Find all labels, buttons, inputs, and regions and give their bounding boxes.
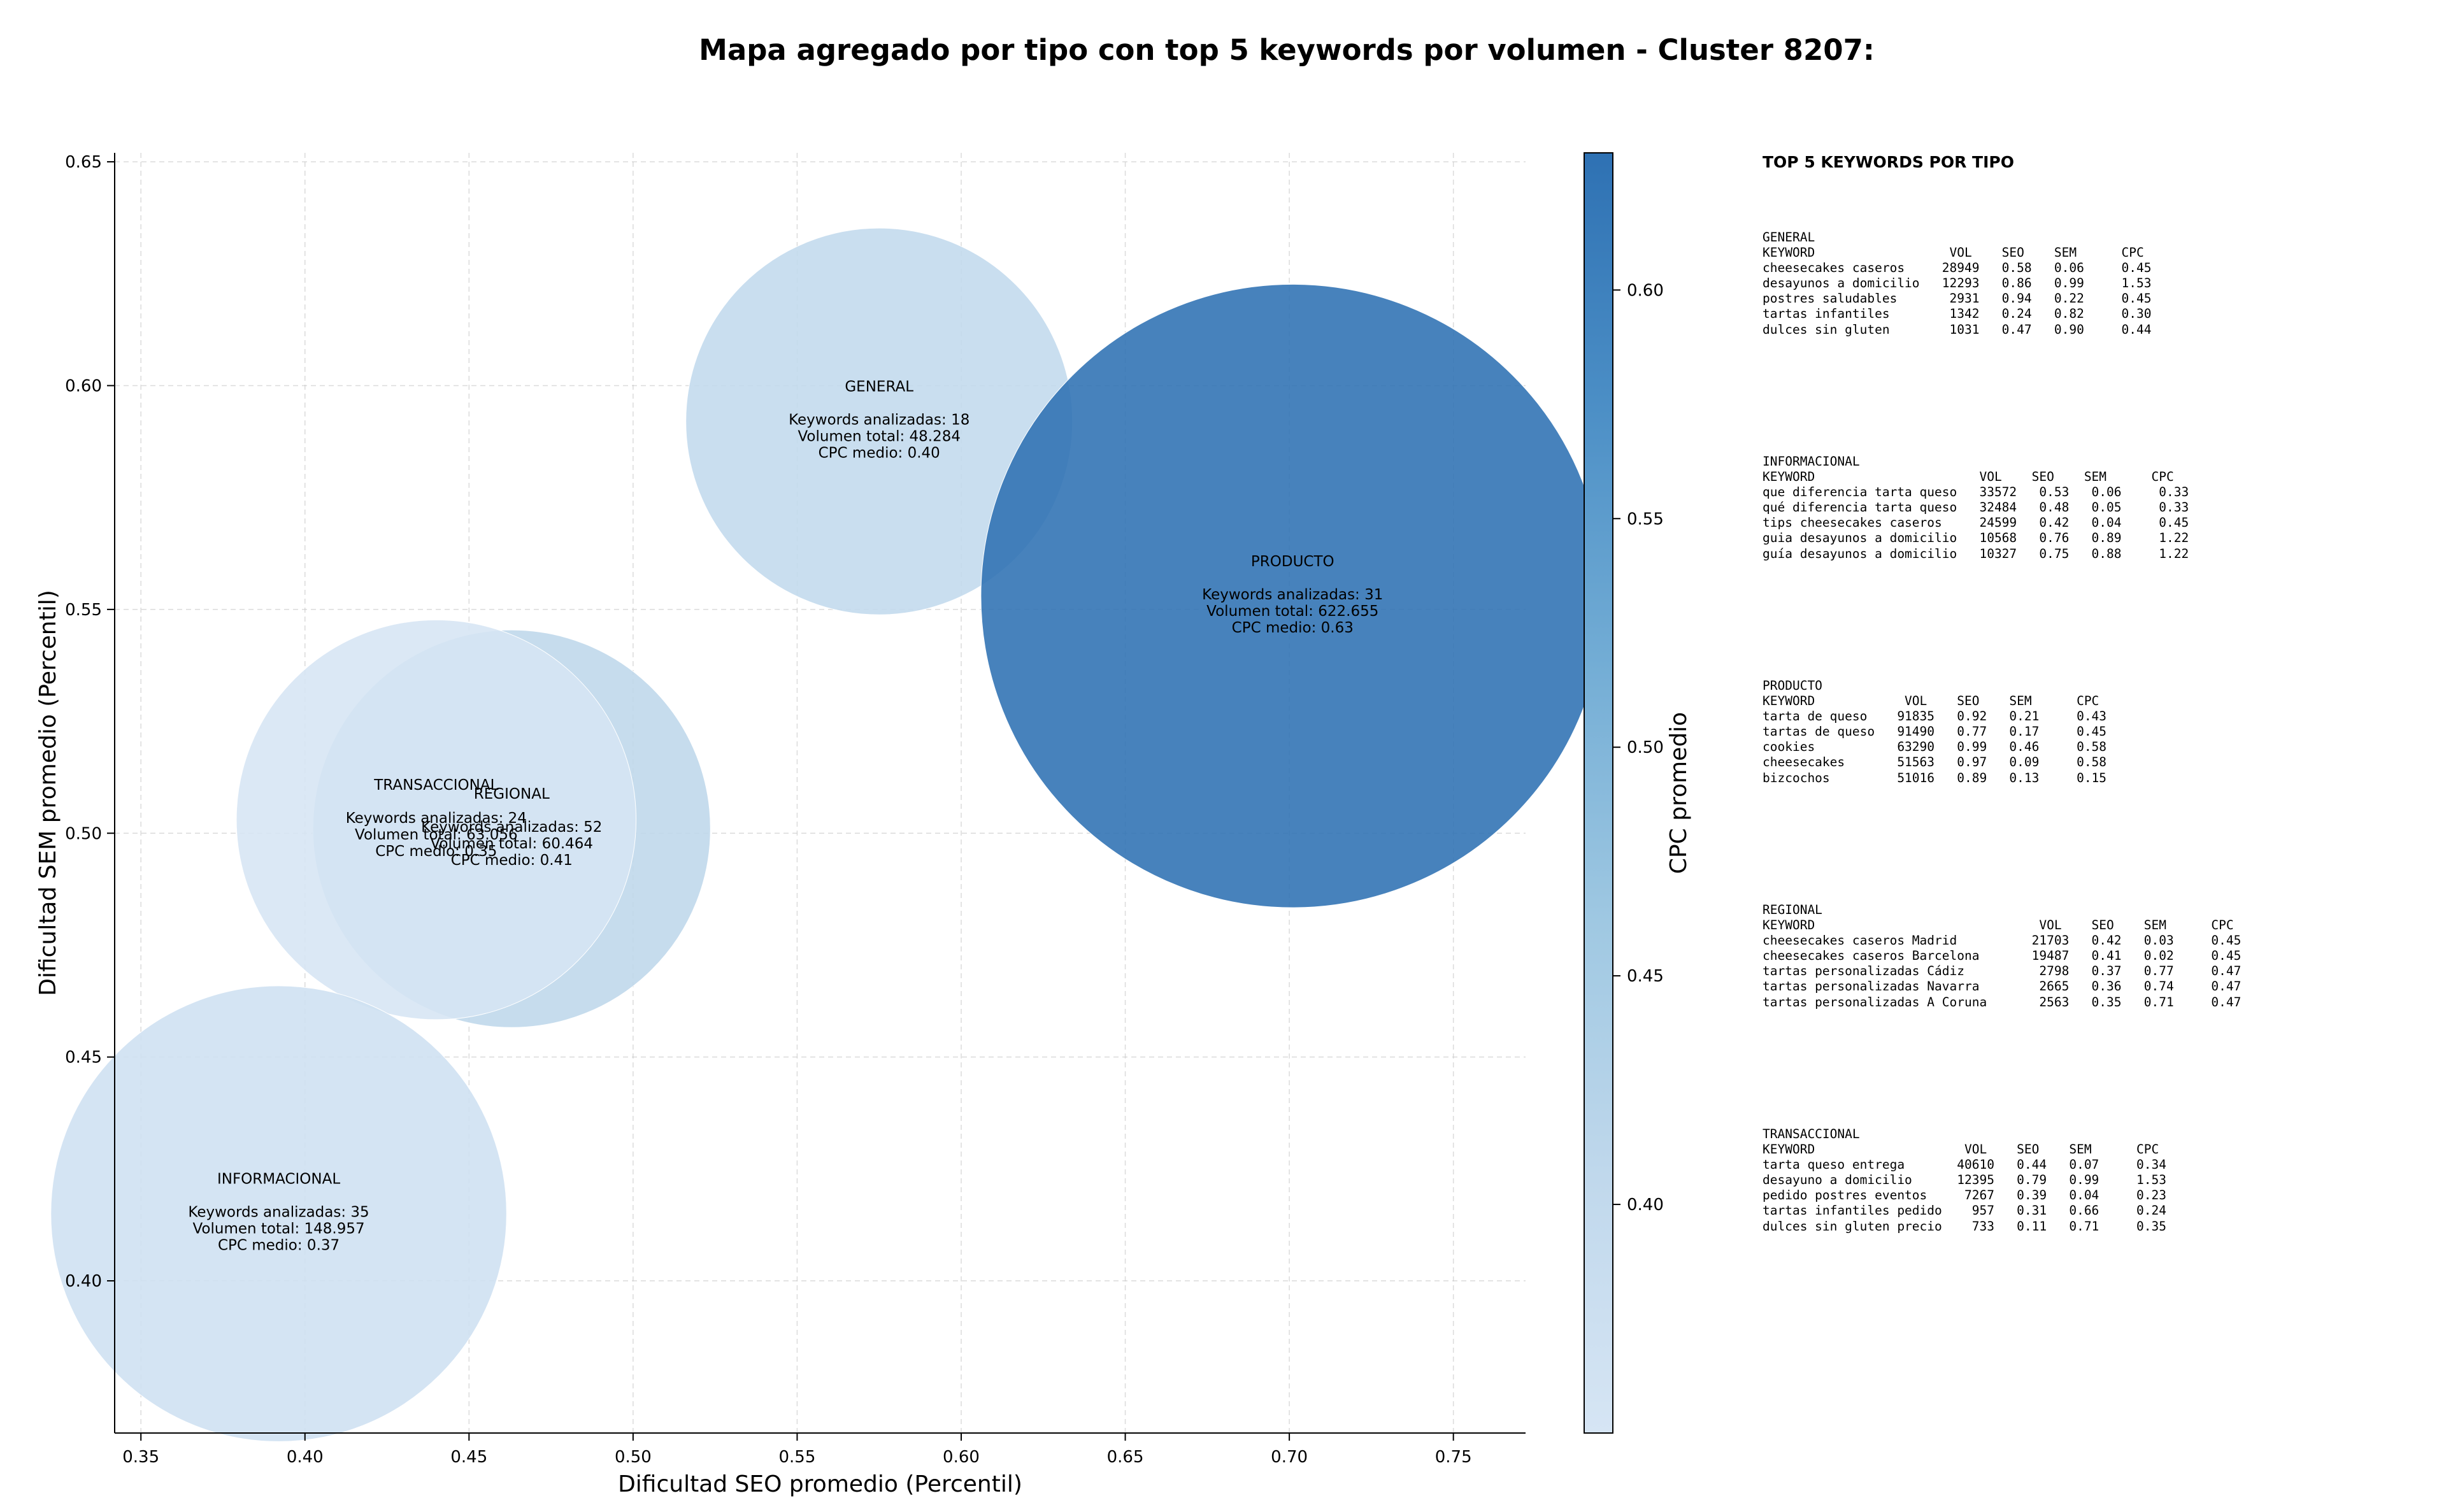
- x-tick-label: 0.55: [778, 1448, 815, 1467]
- bubble-label-informacional: INFORMACIONAL: [217, 1171, 340, 1188]
- keywords-block-informacional: INFORMACIONAL KEYWORD VOL SEO SEM CPC qu…: [1763, 454, 2189, 561]
- colorbar-tick-label: 0.60: [1627, 281, 1664, 300]
- bubble-keywords-informacional: Keywords analizadas: 35: [188, 1204, 369, 1221]
- keywords-block-transaccional: TRANSACCIONAL KEYWORD VOL SEO SEM CPC ta…: [1763, 1127, 2166, 1234]
- bubble-transaccional: [236, 619, 637, 1020]
- bubble-keywords-transaccional: Keywords analizadas: 24: [346, 810, 527, 827]
- y-tick-label: 0.40: [65, 1272, 102, 1291]
- bubble-cpc-regional: CPC medio: 0.41: [451, 852, 573, 869]
- y-tick-label: 0.55: [65, 601, 102, 620]
- bubble-volume-informacional: Volumen total: 148.957: [192, 1221, 364, 1237]
- x-tick-label: 0.70: [1271, 1448, 1308, 1467]
- bubble-volume-transaccional: Volumen total: 63.056: [355, 827, 518, 843]
- panel-title: TOP 5 KEYWORDS POR TIPO: [1763, 153, 2014, 171]
- colorbar-tick-label: 0.50: [1627, 738, 1664, 757]
- x-tick-label: 0.50: [615, 1448, 652, 1467]
- bubble-volume-regional: Volumen total: 60.464: [431, 836, 594, 852]
- bubble-keywords-producto: Keywords analizadas: 31: [1202, 587, 1383, 603]
- colorbar-tick-label: 0.55: [1627, 510, 1664, 529]
- bubbles-layer: [50, 227, 1605, 1442]
- x-tick-label: 0.40: [287, 1448, 324, 1467]
- y-tick-label: 0.45: [65, 1048, 102, 1067]
- x-tick-label: 0.45: [450, 1448, 487, 1467]
- x-tick-label: 0.35: [122, 1448, 159, 1467]
- bubble-label-transaccional: TRANSACCIONAL: [373, 777, 498, 794]
- keywords-block-producto: PRODUCTO KEYWORD VOL SEO SEM CPC tarta d…: [1763, 678, 2107, 785]
- x-tick-label: 0.60: [943, 1448, 980, 1467]
- bubble-cpc-general: CPC medio: 0.40: [819, 445, 940, 462]
- bubble-label-general: GENERAL: [845, 379, 913, 396]
- colorbar-tick-label: 0.45: [1627, 967, 1664, 986]
- y-tick-label: 0.65: [65, 153, 102, 172]
- bubble-keywords-regional: Keywords analizadas: 52: [421, 819, 602, 836]
- colorbar-label: CPC promedio: [1666, 712, 1692, 874]
- x-tick-label: 0.75: [1435, 1448, 1472, 1467]
- bubble-keywords-general: Keywords analizadas: 18: [789, 412, 969, 429]
- y-axis-label: Dificultad SEM promedio (Percentil): [35, 590, 61, 996]
- bubble-volume-general: Volumen total: 48.284: [797, 429, 961, 445]
- bubble-cpc-producto: CPC medio: 0.63: [1232, 620, 1354, 636]
- keywords-block-regional: REGIONAL KEYWORD VOL SEO SEM CPC cheesec…: [1763, 902, 2242, 1009]
- chart-title: Mapa agregado por tipo con top 5 keyword…: [699, 33, 1875, 67]
- bubble-label-regional: REGIONAL: [474, 786, 550, 802]
- x-tick-label: 0.65: [1107, 1448, 1144, 1467]
- bubble-volume-producto: Volumen total: 622.655: [1206, 603, 1378, 620]
- bubble-label-producto: PRODUCTO: [1251, 553, 1334, 570]
- axes: 0.35 0.40 0.45 0.50 0.55 0.60 0.65 0.70 0.75 0.40…: [35, 153, 1526, 1497]
- colorbar-tick-label: 0.40: [1627, 1195, 1664, 1215]
- colorbar-gradient: [1584, 152, 1613, 1434]
- keywords-block-general: GENERAL KEYWORD VOL SEO SEM CPC cheeseca…: [1763, 230, 2152, 337]
- bubble-informacional: [50, 985, 507, 1442]
- y-tick-label: 0.60: [65, 376, 102, 396]
- x-axis-label: Dificultad SEO promedio (Percentil): [618, 1471, 1022, 1497]
- bubble-cpc-transaccional: CPC medio: 0.35: [375, 843, 497, 860]
- colorbar: 0.40 0.45 0.50 0.55 0.60 CPC promedio: [1584, 152, 1692, 1434]
- bubble-cpc-informacional: CPC medio: 0.37: [218, 1237, 340, 1254]
- y-tick-label: 0.50: [65, 824, 102, 843]
